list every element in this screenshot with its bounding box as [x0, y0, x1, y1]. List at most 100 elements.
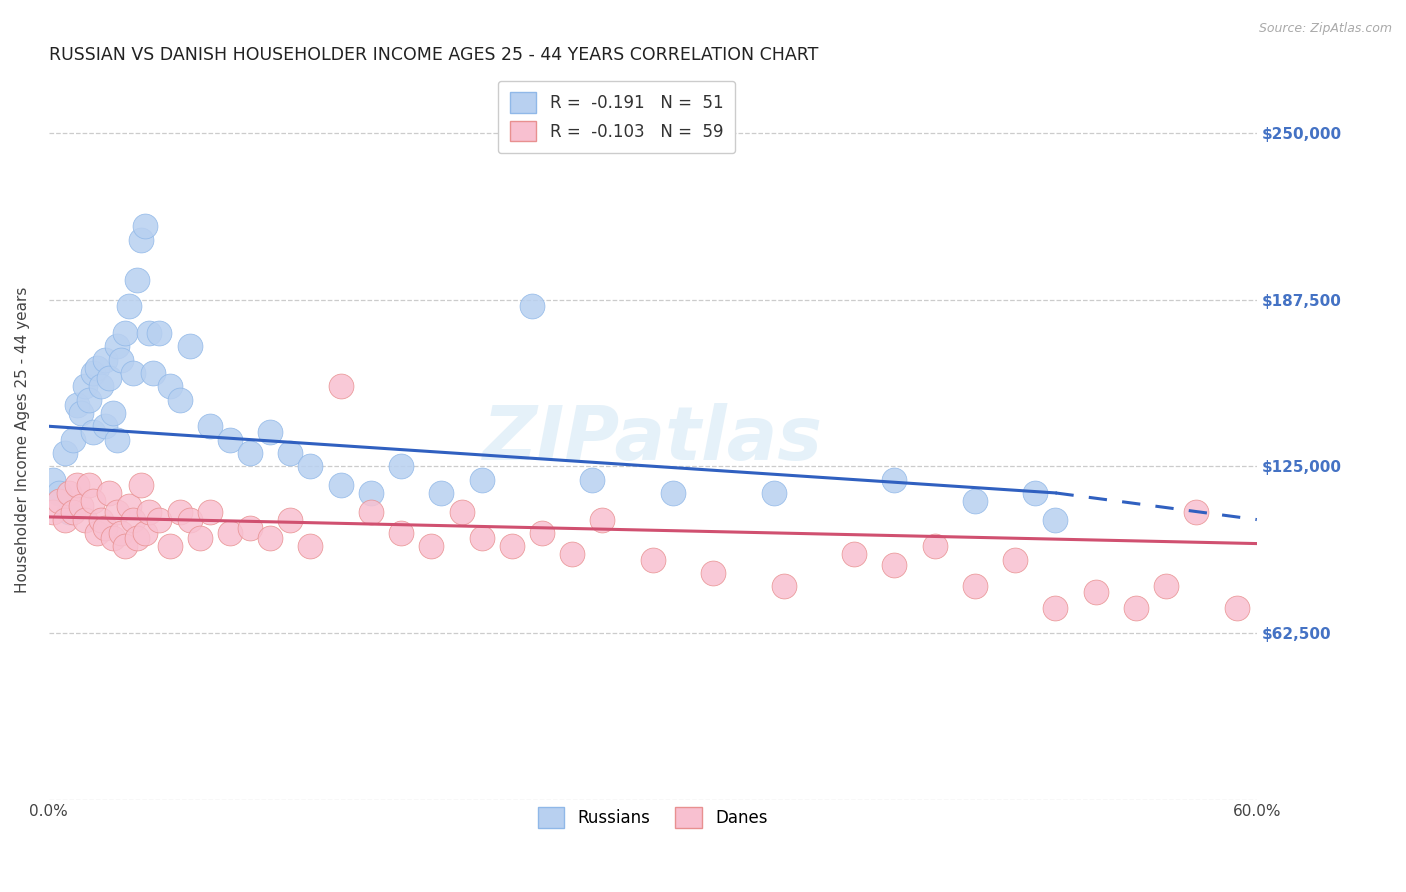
- Point: [531, 525, 554, 540]
- Point: [122, 512, 145, 526]
- Point: [1185, 505, 1208, 519]
- Point: [1125, 600, 1147, 615]
- Point: [66, 398, 89, 412]
- Point: [169, 392, 191, 407]
- Point: [118, 299, 141, 313]
- Point: [883, 558, 905, 572]
- Point: [62, 433, 84, 447]
- Point: [131, 233, 153, 247]
- Point: [772, 579, 794, 593]
- Point: [122, 366, 145, 380]
- Point: [280, 446, 302, 460]
- Point: [1045, 600, 1067, 615]
- Point: [329, 478, 352, 492]
- Point: [94, 419, 117, 434]
- Point: [86, 360, 108, 375]
- Point: [48, 494, 70, 508]
- Point: [662, 486, 685, 500]
- Text: ZIPatlas: ZIPatlas: [482, 403, 823, 476]
- Text: RUSSIAN VS DANISH HOUSEHOLDER INCOME AGES 25 - 44 YEARS CORRELATION CHART: RUSSIAN VS DANISH HOUSEHOLDER INCOME AGE…: [49, 46, 818, 64]
- Point: [105, 433, 128, 447]
- Point: [1024, 486, 1046, 500]
- Point: [110, 352, 132, 367]
- Point: [118, 500, 141, 514]
- Point: [114, 539, 136, 553]
- Point: [48, 486, 70, 500]
- Point: [702, 566, 724, 580]
- Point: [42, 505, 65, 519]
- Point: [1154, 579, 1177, 593]
- Point: [450, 505, 472, 519]
- Point: [219, 525, 242, 540]
- Point: [101, 406, 124, 420]
- Point: [762, 486, 785, 500]
- Point: [70, 500, 93, 514]
- Point: [86, 525, 108, 540]
- Point: [105, 505, 128, 519]
- Point: [198, 419, 221, 434]
- Point: [1045, 512, 1067, 526]
- Y-axis label: Householder Income Ages 25 - 44 years: Householder Income Ages 25 - 44 years: [15, 286, 30, 593]
- Point: [389, 525, 412, 540]
- Point: [430, 486, 453, 500]
- Point: [581, 473, 603, 487]
- Point: [53, 446, 76, 460]
- Point: [239, 520, 262, 534]
- Point: [159, 379, 181, 393]
- Point: [883, 473, 905, 487]
- Point: [471, 473, 494, 487]
- Point: [188, 531, 211, 545]
- Point: [471, 531, 494, 545]
- Point: [299, 459, 322, 474]
- Point: [42, 473, 65, 487]
- Point: [82, 425, 104, 439]
- Point: [73, 379, 96, 393]
- Point: [94, 352, 117, 367]
- Point: [134, 525, 156, 540]
- Point: [561, 547, 583, 561]
- Point: [127, 531, 149, 545]
- Point: [179, 512, 201, 526]
- Point: [591, 512, 613, 526]
- Point: [58, 486, 80, 500]
- Point: [90, 379, 112, 393]
- Point: [420, 539, 443, 553]
- Point: [963, 579, 986, 593]
- Point: [520, 299, 543, 313]
- Point: [114, 326, 136, 340]
- Point: [131, 478, 153, 492]
- Point: [641, 552, 664, 566]
- Point: [169, 505, 191, 519]
- Point: [1004, 552, 1026, 566]
- Point: [98, 486, 121, 500]
- Point: [963, 494, 986, 508]
- Point: [1084, 584, 1107, 599]
- Point: [842, 547, 865, 561]
- Point: [70, 406, 93, 420]
- Point: [62, 505, 84, 519]
- Legend: Russians, Danes: Russians, Danes: [531, 801, 775, 834]
- Point: [66, 478, 89, 492]
- Point: [98, 371, 121, 385]
- Point: [360, 486, 382, 500]
- Point: [53, 512, 76, 526]
- Point: [82, 366, 104, 380]
- Point: [198, 505, 221, 519]
- Point: [1226, 600, 1249, 615]
- Point: [73, 512, 96, 526]
- Point: [105, 339, 128, 353]
- Point: [90, 512, 112, 526]
- Point: [94, 520, 117, 534]
- Point: [101, 531, 124, 545]
- Point: [148, 326, 170, 340]
- Point: [389, 459, 412, 474]
- Point: [148, 512, 170, 526]
- Point: [501, 539, 523, 553]
- Point: [924, 539, 946, 553]
- Point: [329, 379, 352, 393]
- Point: [127, 272, 149, 286]
- Point: [134, 219, 156, 234]
- Point: [82, 494, 104, 508]
- Point: [58, 505, 80, 519]
- Point: [239, 446, 262, 460]
